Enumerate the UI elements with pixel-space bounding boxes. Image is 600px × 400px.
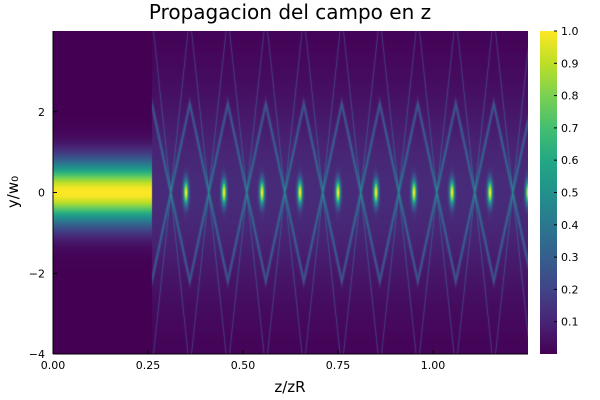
colorbar-rect — [540, 31, 557, 354]
colorbar-tick-label: 0.2 — [561, 283, 579, 296]
chart-title: Propagacion del campo en z — [149, 0, 431, 24]
colorbar-ticks: 0.1 0.2 0.3 0.4 0.5 0.6 0.7 0.8 0.9 1.0 — [554, 25, 579, 329]
colorbar-tick-label: 0.5 — [561, 187, 579, 200]
colorbar-tick-label: 0.6 — [561, 154, 579, 167]
heatmap-image — [53, 31, 528, 354]
x-tick-label: 0.00 — [41, 359, 66, 372]
colorbar-tick-label: 0.8 — [561, 90, 579, 103]
colorbar: 0.1 0.2 0.3 0.4 0.5 0.6 0.7 0.8 0.9 1.0 — [540, 25, 579, 354]
y-axis-label: y/w₀ — [4, 176, 22, 208]
x-axis-ticks: 0.00 0.25 0.50 0.75 1.00 — [41, 350, 446, 372]
colorbar-tick-label: 0.1 — [561, 316, 579, 329]
x-tick-label: 1.00 — [421, 359, 446, 372]
y-tick-label: 2 — [38, 106, 45, 119]
colorbar-tick-label: 0.9 — [561, 57, 579, 70]
colorbar-tick-label: 1.0 — [561, 25, 579, 38]
heatmap-area — [53, 31, 528, 354]
colorbar-tick-label: 0.3 — [561, 251, 579, 264]
x-tick-label: 0.75 — [326, 359, 351, 372]
y-tick-label: −2 — [29, 267, 45, 280]
x-tick-label: 0.25 — [136, 359, 161, 372]
x-tick-label: 0.50 — [231, 359, 256, 372]
y-tick-label: 0 — [38, 187, 45, 200]
y-axis-ticks: −4 −2 0 2 — [29, 106, 57, 361]
y-tick-label: −4 — [29, 348, 45, 361]
colorbar-tick-label: 0.4 — [561, 219, 579, 232]
x-axis-label: z/zR — [274, 378, 305, 396]
colorbar-tick-label: 0.7 — [561, 122, 579, 135]
